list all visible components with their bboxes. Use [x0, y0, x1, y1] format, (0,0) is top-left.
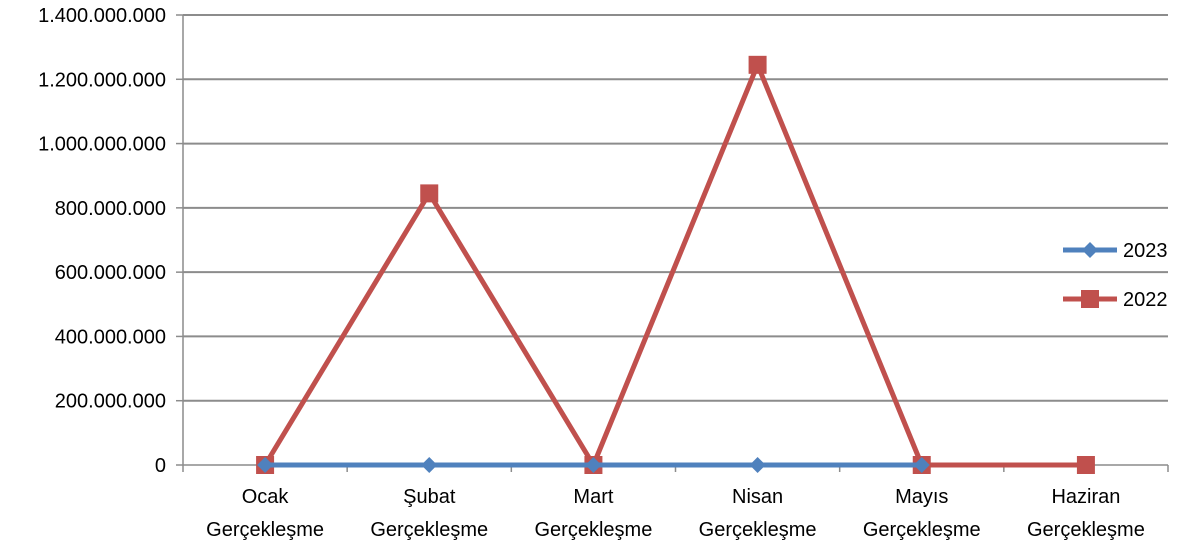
- x-category-label: Ocak: [242, 486, 290, 508]
- y-tick-label: 200.000.000: [55, 391, 166, 413]
- x-category-label: Gerçekleşme: [863, 519, 981, 541]
- x-category-label: Nisan: [732, 486, 783, 508]
- x-category-label: Haziran: [1051, 486, 1120, 508]
- legend-marker-square: [1081, 290, 1099, 308]
- data-point-square: [748, 55, 767, 74]
- y-tick-label: 800.000.000: [55, 198, 166, 220]
- legend-item-2022: 2022: [1063, 289, 1168, 311]
- y-tick-label: 600.000.000: [55, 262, 166, 284]
- x-category-label: Gerçekleşme: [535, 519, 653, 541]
- data-point-diamond: [585, 457, 602, 473]
- x-category-label: Şubat: [403, 486, 456, 508]
- y-tick-label: 1.200.000.000: [38, 69, 166, 91]
- y-tick-label: 400.000.000: [55, 326, 166, 348]
- y-tick-label: 0: [155, 455, 166, 477]
- gridlines: [183, 14, 1168, 402]
- data-point-diamond: [749, 457, 766, 473]
- legend-item-2023: 2023: [1063, 240, 1168, 262]
- series-2022: [256, 55, 1095, 474]
- x-category-label: Gerçekleşme: [1027, 519, 1145, 541]
- data-point-square: [420, 184, 439, 203]
- series-line-2022: [262, 62, 1086, 468]
- y-tick-label: 1.400.000.000: [38, 5, 166, 27]
- data-point-diamond: [421, 457, 438, 473]
- data-point-diamond: [913, 457, 930, 473]
- data-point-diamond: [257, 457, 274, 473]
- data-point-square: [1076, 456, 1095, 474]
- x-category-label: Mayıs: [895, 486, 948, 508]
- series-2023: [257, 457, 930, 473]
- legend: 2023 2022: [1063, 240, 1168, 311]
- x-category-label: Gerçekleşme: [699, 519, 817, 541]
- y-tick-label: 1.000.000.000: [38, 134, 166, 156]
- x-category-label: Gerçekleşme: [206, 519, 324, 541]
- legend-marker-diamond: [1082, 242, 1098, 258]
- legend-label: 2023: [1123, 240, 1168, 262]
- legend-label: 2022: [1123, 289, 1168, 311]
- series-lines: [256, 55, 1095, 474]
- x-category-label: Mart: [573, 486, 613, 508]
- x-category-label: Gerçekleşme: [370, 519, 488, 541]
